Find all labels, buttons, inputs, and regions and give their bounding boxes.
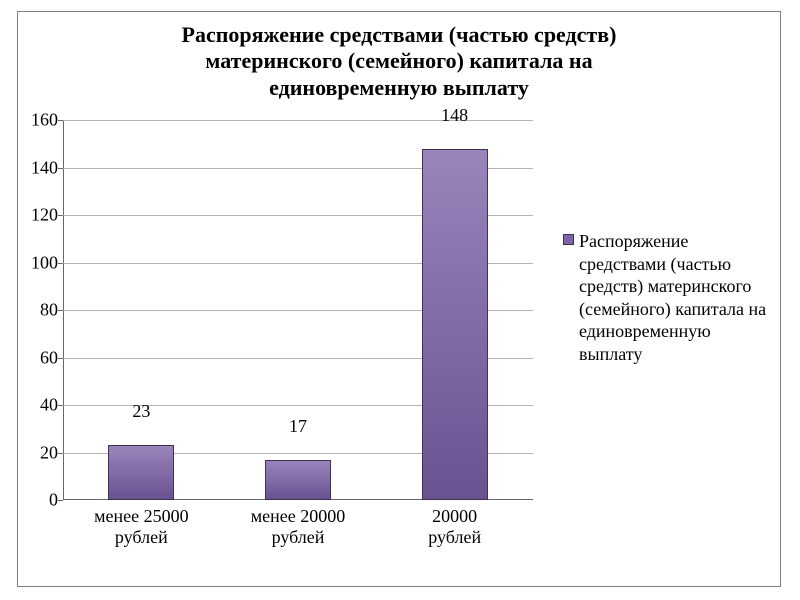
- legend-swatch: [563, 234, 574, 245]
- bar-value-label: 23: [132, 401, 150, 422]
- legend: Распоряжение средствами (частью средств)…: [563, 230, 768, 400]
- ytick-mark: [58, 120, 63, 121]
- ytick-mark: [58, 453, 63, 454]
- ytick-label: 80: [18, 300, 58, 321]
- ytick-mark: [58, 310, 63, 311]
- ytick-mark: [58, 215, 63, 216]
- ytick-label: 100: [18, 252, 58, 273]
- ytick-mark: [58, 405, 63, 406]
- ytick-mark: [58, 263, 63, 264]
- bar: [108, 445, 174, 500]
- xtick-label: менее 20000рублей: [220, 506, 377, 547]
- ytick-label: 60: [18, 347, 58, 368]
- chart-title: Распоряжение средствами (частью средств)…: [18, 22, 780, 101]
- ytick-label: 160: [18, 110, 58, 131]
- xtick-label: менее 25000рублей: [63, 506, 220, 547]
- bar-value-label: 17: [289, 416, 307, 437]
- ytick-label: 140: [18, 157, 58, 178]
- bar: [422, 149, 488, 501]
- bar-value-label: 148: [441, 105, 468, 126]
- xtick-label: 20000рублей: [376, 506, 533, 547]
- bar: [265, 460, 331, 500]
- ytick-mark: [58, 358, 63, 359]
- ytick-mark: [58, 500, 63, 501]
- ytick-mark: [58, 168, 63, 169]
- legend-label: Распоряжение средствами (частью средств)…: [579, 230, 768, 365]
- ytick-label: 40: [18, 395, 58, 416]
- plot-area: 2317148: [63, 120, 533, 500]
- chart-frame: Распоряжение средствами (частью средств)…: [17, 11, 781, 587]
- ytick-label: 0: [18, 490, 58, 511]
- ytick-label: 120: [18, 205, 58, 226]
- ytick-label: 20: [18, 442, 58, 463]
